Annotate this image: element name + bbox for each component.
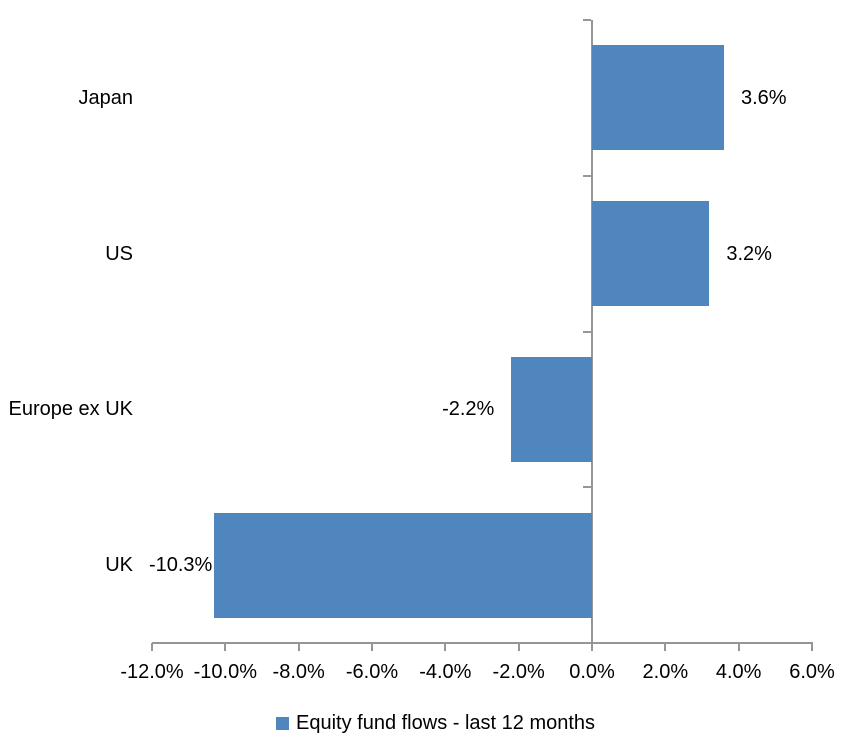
bar (592, 45, 724, 150)
x-axis-tick-label: -8.0% (272, 661, 325, 683)
x-axis-tick (151, 643, 153, 651)
category-label: US (105, 242, 133, 265)
x-axis-tick-label: -12.0% (120, 661, 184, 683)
x-axis-tick (664, 643, 667, 651)
category-label: Europe ex UK (8, 398, 133, 421)
x-axis-tick (591, 643, 593, 651)
bar (214, 513, 592, 618)
legend-marker-icon (276, 716, 289, 730)
x-axis-tick-label: 4.0% (715, 661, 762, 683)
x-axis-tick-label: -6.0% (345, 661, 399, 683)
bar (511, 357, 592, 462)
x-axis-tick (517, 643, 520, 651)
x-axis-tick (297, 643, 300, 651)
x-axis-tick-label: 0.0% (569, 661, 615, 683)
x-axis-tick-label: -4.0% (419, 661, 472, 683)
x-axis-tick (737, 643, 740, 651)
y-axis-tick (583, 330, 591, 333)
bar-data-label: -10.3% (148, 554, 213, 577)
y-axis-line (591, 20, 593, 651)
x-axis-tick-label: -2.0% (492, 661, 545, 683)
bar (592, 201, 710, 306)
y-axis-tick (583, 486, 591, 489)
x-axis-tick-label: 6.0% (789, 661, 835, 683)
y-axis-tick (583, 642, 591, 644)
bar-data-label: 3.2% (726, 242, 772, 265)
x-axis-tick-label: -10.0% (193, 661, 258, 683)
y-axis-tick (583, 19, 591, 21)
legend-label: Equity fund flows - last 12 months (296, 712, 596, 734)
x-axis-tick (444, 643, 447, 651)
category-label: Japan (78, 86, 134, 109)
x-axis-tick-label: 2.0% (642, 661, 689, 683)
bar-data-label: -2.2% (442, 398, 495, 421)
x-axis-line (152, 642, 813, 644)
x-axis-tick (224, 643, 227, 651)
bar-data-label: 3.6% (741, 86, 787, 109)
category-label: UK (105, 554, 133, 577)
y-axis-tick (583, 174, 591, 177)
x-axis-tick (811, 643, 813, 651)
x-axis-tick (371, 643, 373, 651)
legend: Equity fund flows - last 12 months (276, 711, 595, 735)
